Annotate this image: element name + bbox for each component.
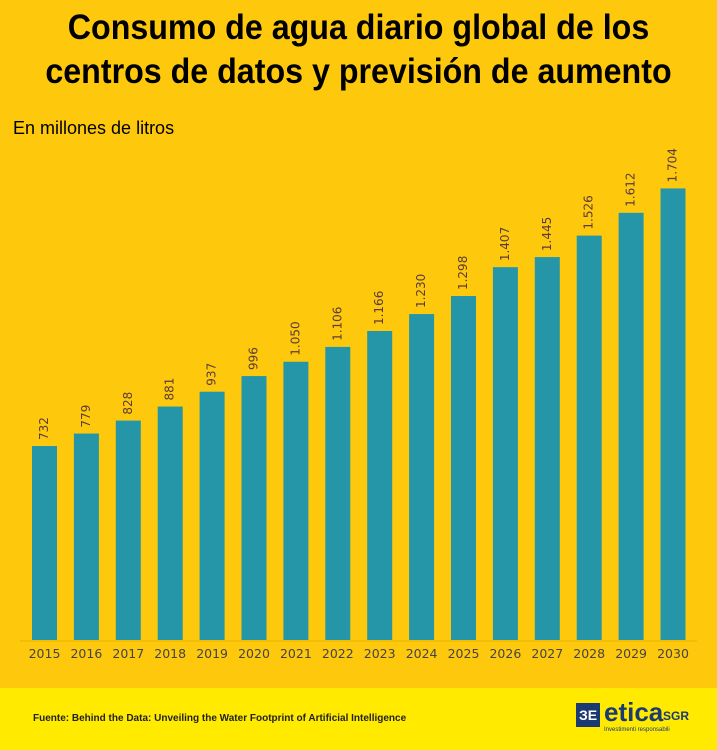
bar-2016 [73,433,99,640]
bar-2022 [325,346,351,640]
bar-2015 [32,446,57,640]
data-label: 1.526 [582,195,596,229]
bar-2027 [534,257,560,640]
etica-logo: ЗЕ etica SGR Investimenti responsabili [576,697,690,735]
logo-name: etica [604,697,664,727]
x-tick-label: 2016 [70,646,102,661]
x-tick-label: 2028 [573,646,605,661]
data-label: 937 [205,363,219,386]
bar-2026 [492,267,518,640]
data-label: 1.050 [288,321,302,355]
x-tick-label: 2021 [280,646,312,661]
x-tick-label: 2025 [448,646,480,661]
logo-sgr: SGR [663,709,690,723]
bar-chart: 732 2015 779 2016 828 2017 881 2018 937 2019 996 20… [20,148,697,661]
data-label: 1.298 [456,256,470,290]
bar-2019 [199,391,225,640]
data-label: 1.612 [624,172,638,206]
bar-2025 [451,296,476,640]
logo-mark-icon: ЗЕ [576,703,600,727]
bar-2018 [157,406,183,640]
data-label: 1.106 [330,307,344,341]
data-label: 779 [79,405,93,428]
data-label: 1.445 [540,217,554,251]
bar-2029 [618,212,644,640]
bar-2020 [241,376,267,640]
x-tick-label: 2024 [406,646,438,661]
source-note: Fuente: Behind the Data: Unveiling the W… [33,713,407,724]
x-tick-label: 2017 [112,646,144,661]
data-label: 1.230 [414,274,428,308]
x-tick-label: 2029 [615,646,647,661]
data-label: 828 [121,392,135,415]
x-tick-label: 2020 [238,646,270,661]
data-label: 881 [163,378,177,401]
bar-2021 [283,361,309,640]
data-label: 1.704 [666,148,680,182]
bar-2030 [660,188,686,640]
data-label: 996 [247,347,261,370]
x-tick-label: 2018 [154,646,186,661]
bar-2023 [367,331,393,640]
x-tick-label: 2023 [364,646,396,661]
x-tick-label: 2026 [489,646,521,661]
x-tick-label: 2027 [531,646,563,661]
x-tick-label: 2022 [322,646,354,661]
data-label: 732 [37,417,51,440]
x-tick-label: 2030 [657,646,689,661]
bar-2017 [115,420,141,640]
chart-title: Consumo de agua diario global de los cen… [45,8,672,91]
x-tick-label: 2019 [196,646,228,661]
bar-2028 [576,235,602,641]
logo-tagline: Investimenti responsabili [604,727,670,733]
data-label: 1.407 [498,227,512,261]
bar-2024 [409,314,435,640]
y-axis-label: En millones de litros [13,118,175,138]
data-label: 1.166 [372,291,386,325]
x-tick-label: 2015 [29,646,61,661]
